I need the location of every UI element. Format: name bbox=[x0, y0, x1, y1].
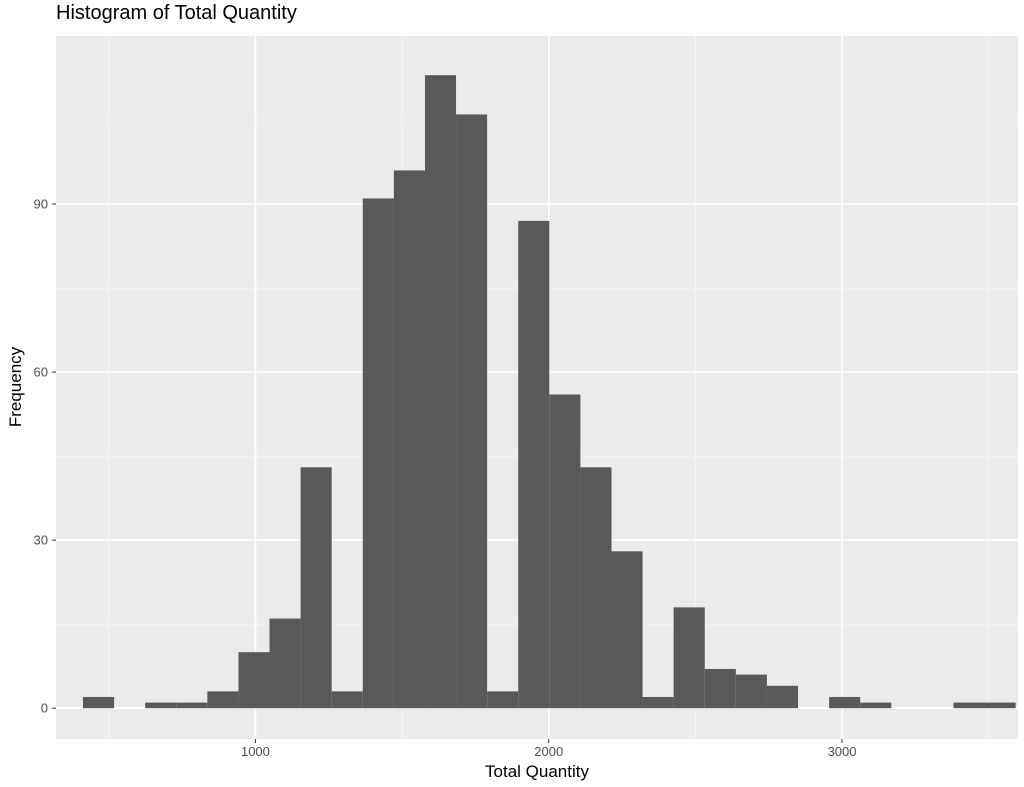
histogram-bar bbox=[549, 394, 581, 709]
y-tick-label: 30 bbox=[34, 533, 48, 548]
x-axis: 1000 2000 3000 bbox=[241, 739, 857, 759]
histogram-bar bbox=[145, 702, 177, 709]
x-tick-label: 1000 bbox=[241, 744, 270, 759]
y-tick-label: 0 bbox=[41, 701, 48, 716]
histogram-bar bbox=[673, 607, 705, 709]
histogram-bar bbox=[487, 691, 519, 709]
histogram-bar bbox=[424, 75, 457, 709]
histogram-bar bbox=[331, 691, 363, 709]
histogram-bar bbox=[860, 702, 892, 709]
y-tick-label: 60 bbox=[34, 365, 48, 380]
histogram-bar bbox=[735, 674, 767, 709]
histogram-bar bbox=[238, 652, 270, 709]
histogram-bar bbox=[766, 685, 799, 709]
histogram-bar bbox=[518, 220, 550, 709]
histogram-bar bbox=[82, 696, 115, 709]
x-tick-label: 2000 bbox=[534, 744, 563, 759]
histogram-bar bbox=[176, 702, 208, 709]
histogram-bar bbox=[642, 696, 674, 709]
histogram-bar bbox=[269, 618, 301, 709]
x-axis-label: Total Quantity bbox=[485, 762, 589, 781]
histogram-bar bbox=[393, 170, 425, 709]
histogram-bar bbox=[829, 696, 861, 709]
histogram-bar bbox=[456, 114, 488, 709]
chart-title: Histogram of Total Quantity bbox=[56, 2, 297, 24]
y-axis-label: Frequency bbox=[6, 346, 25, 428]
histogram-bars bbox=[82, 75, 1016, 709]
histogram-bar bbox=[704, 668, 736, 709]
histogram-bar bbox=[362, 198, 394, 709]
histogram-bar bbox=[207, 691, 239, 709]
y-tick-label: 90 bbox=[34, 197, 48, 212]
histogram-bar bbox=[611, 551, 643, 709]
histogram-bar bbox=[953, 702, 985, 709]
x-tick-label: 3000 bbox=[828, 744, 857, 759]
y-axis: 0 30 60 90 bbox=[34, 197, 56, 716]
histogram-bar bbox=[984, 702, 1016, 709]
histogram-bar bbox=[300, 467, 332, 709]
histogram-bar bbox=[580, 467, 612, 709]
